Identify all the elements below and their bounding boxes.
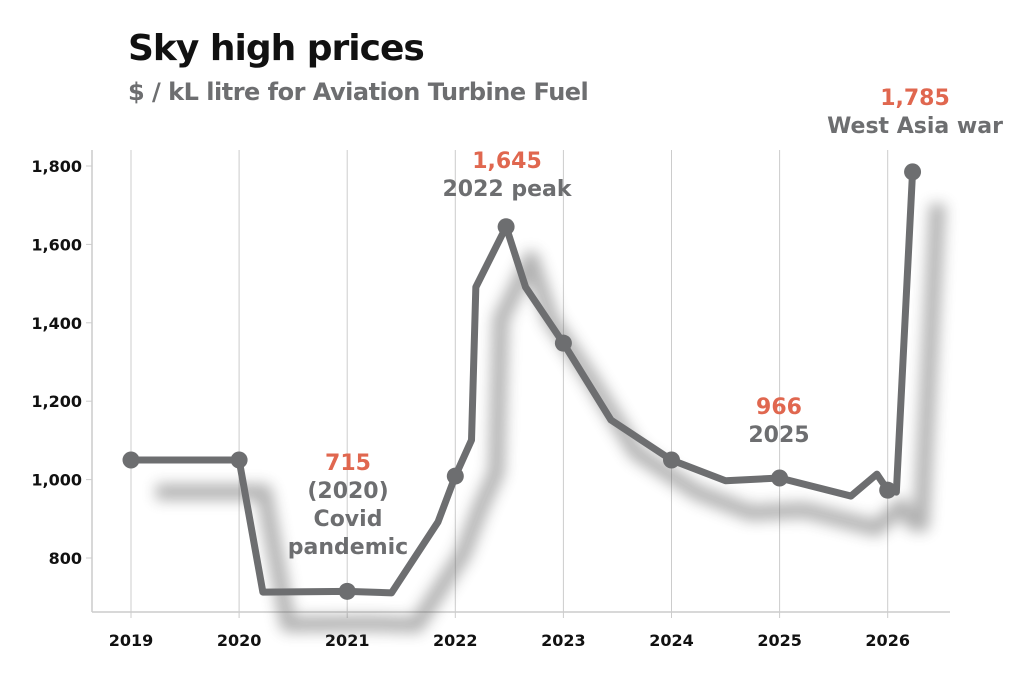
annotation-value: 715	[325, 451, 371, 476]
y-tick-label: 800	[49, 549, 82, 568]
data-point	[663, 451, 680, 469]
price-line	[127, 168, 917, 597]
annotation-value: 1,645	[472, 149, 542, 174]
annotation-label: Covid	[314, 507, 383, 532]
x-tick-label: 2022	[433, 631, 478, 650]
x-tick-label: 2026	[865, 631, 910, 650]
annotation-label: (2020)	[307, 479, 388, 504]
y-tick-label: 1,000	[31, 471, 82, 490]
x-tick-label: 2021	[325, 631, 370, 650]
data-point	[497, 218, 515, 236]
data-point	[554, 334, 572, 352]
data-point	[771, 469, 789, 487]
line-shadow	[156, 203, 946, 633]
data-point	[122, 451, 140, 469]
annotation-label: 2025	[748, 423, 809, 448]
y-tick-label: 1,800	[31, 157, 82, 176]
y-tick-label: 1,600	[31, 235, 82, 254]
annotation-value: 966	[756, 395, 802, 420]
annotation-value: 1,785	[880, 86, 950, 111]
x-tick-label: 2020	[217, 631, 262, 650]
data-point	[446, 467, 464, 485]
x-tick-label: 2025	[757, 631, 802, 650]
x-tick-label: 2023	[541, 631, 586, 650]
x-tick-label: 2024	[649, 631, 694, 650]
x-tick-label: 2019	[109, 631, 154, 650]
data-point	[338, 582, 356, 600]
chart-subtitle: $ / kL litre for Aviation Turbine Fuel	[128, 78, 589, 106]
data-point	[230, 451, 248, 469]
data-point	[879, 481, 897, 499]
annotation-label: pandemic	[288, 535, 408, 560]
annotation-label: 2022 peak	[442, 177, 572, 202]
y-tick-label: 1,400	[31, 314, 82, 333]
chart-title: Sky high prices	[128, 28, 425, 69]
y-tick-label: 1,200	[31, 392, 82, 411]
annotation-label: West Asia war	[827, 114, 1003, 139]
data-point	[904, 163, 922, 181]
